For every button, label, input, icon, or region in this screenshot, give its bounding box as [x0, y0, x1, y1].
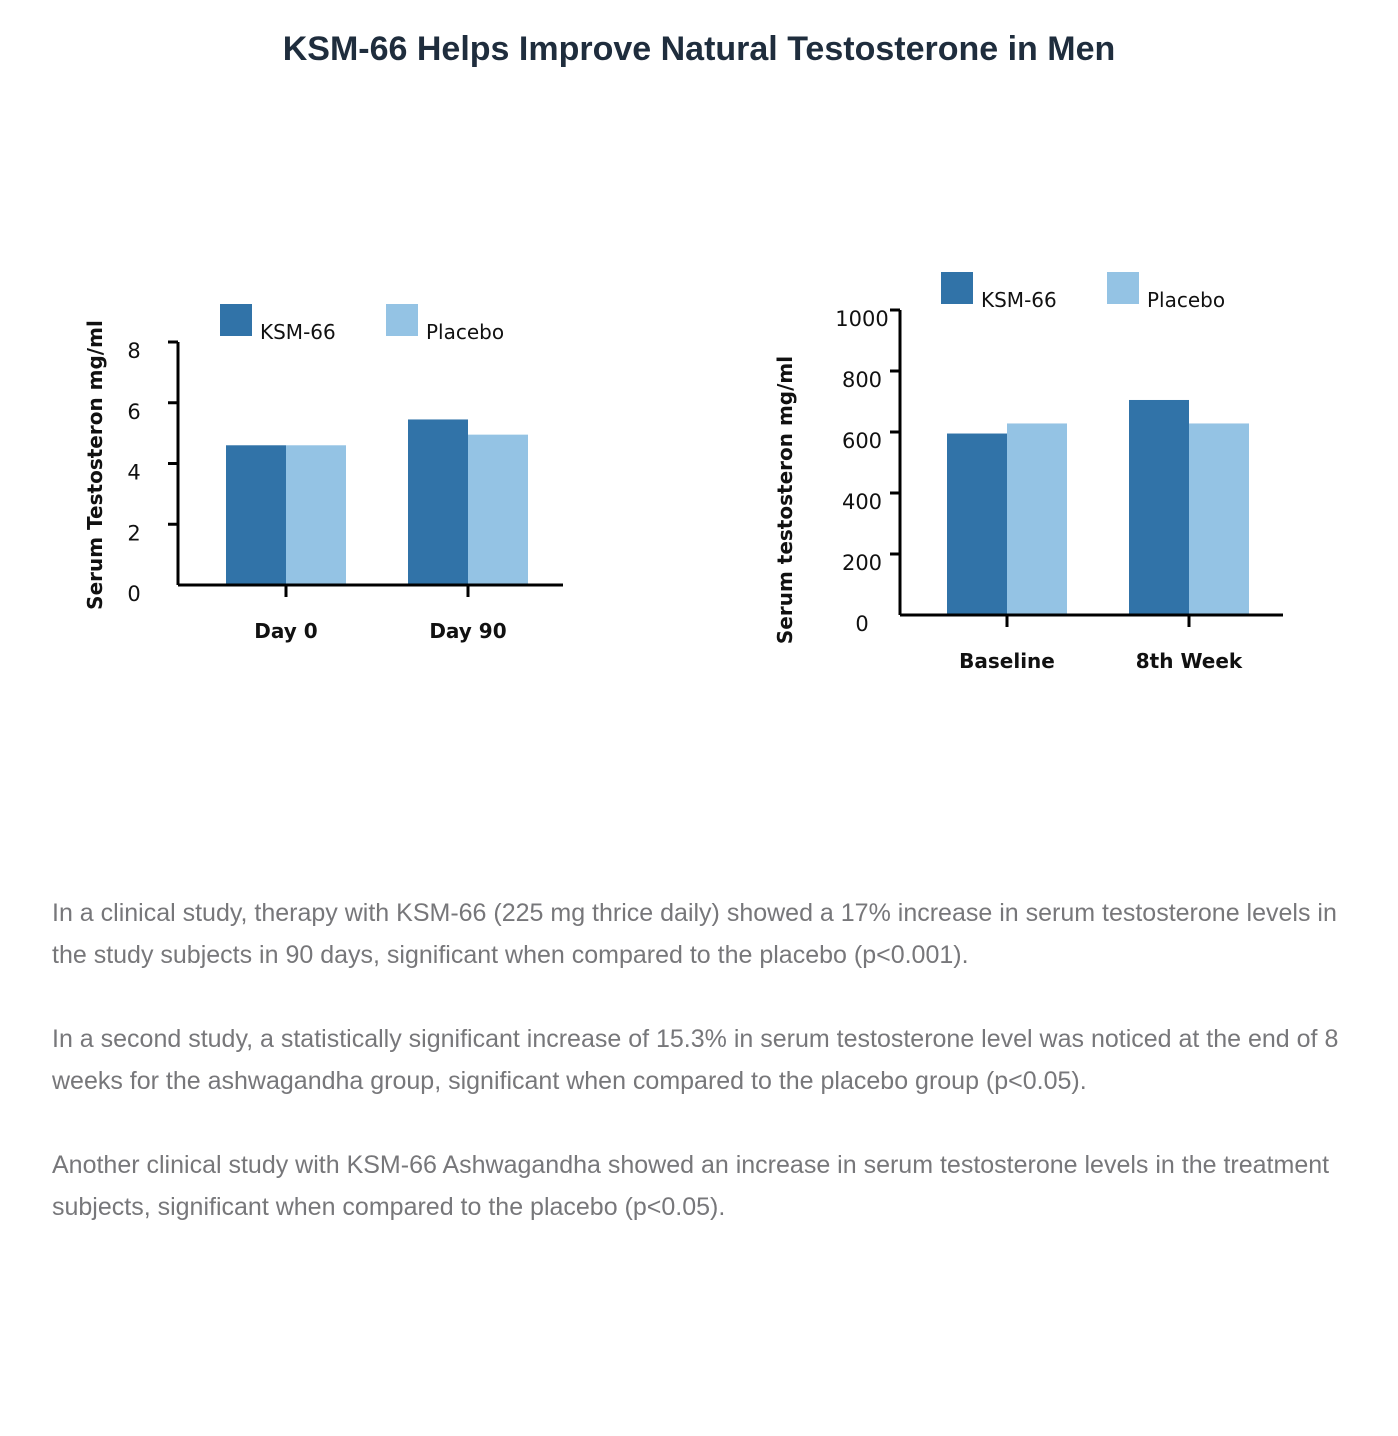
y-tick-label: 600 — [842, 429, 882, 453]
legend-label: Placebo — [426, 320, 504, 344]
chart-day-comparison-svg: 0 2 4 6 8 Day 0 Day 90 Serum Testosteron mg/ml K… — [83, 304, 563, 643]
x-category-label: Day 90 — [429, 619, 506, 643]
y-tick-label: 400 — [842, 490, 882, 514]
legend-swatch — [941, 272, 973, 304]
bar-ksm-66-baseline — [947, 433, 1007, 615]
y-tick-label: 4 — [127, 461, 140, 485]
bar-placebo-day-0 — [286, 445, 346, 585]
y-tick-label: 2 — [127, 521, 140, 545]
x-category-label: Baseline — [959, 649, 1055, 673]
legend-swatch — [1107, 272, 1139, 304]
paragraph-third-study: Another clinical study with KSM-66 Ashwa… — [52, 1151, 1330, 1221]
bar-placebo-day-90 — [468, 434, 528, 585]
paragraph-first-study: In a clinical study, therapy with KSM-66… — [52, 899, 1337, 969]
chart-week-comparison: 0 200 400 600 800 1000 Baseline 8th Week Serum t… — [760, 260, 1300, 680]
paragraph-second-study: In a second study, a statistically signi… — [52, 1025, 1339, 1095]
legend-swatch — [386, 304, 418, 336]
bar-placebo-baseline — [1007, 423, 1067, 615]
study-description: In a clinical study, therapy with KSM-66… — [52, 892, 1352, 1270]
bar-placebo-8th-week — [1189, 423, 1249, 615]
y-axis-label: Serum testosteron mg/ml — [773, 356, 797, 644]
page-title: KSM-66 Helps Improve Natural Testosteron… — [282, 30, 1116, 68]
y-tick-label: 0 — [127, 582, 140, 606]
bar-ksm-66-day-0 — [226, 445, 286, 585]
y-axis-label: Serum Testosteron mg/ml — [83, 320, 107, 610]
bar-ksm-66-8th-week — [1129, 399, 1189, 615]
chart-week-comparison-svg: 0 200 400 600 800 1000 Baseline 8th Week Serum t… — [773, 272, 1283, 673]
x-category-label: Day 0 — [254, 619, 317, 643]
y-tick-label: 0 — [855, 612, 868, 636]
bar-ksm-66-day-90 — [408, 419, 468, 585]
y-tick-label: 8 — [127, 339, 140, 363]
chart-day-comparison: 0 2 4 6 8 Day 0 Day 90 Serum Testosteron mg/ml K… — [60, 290, 580, 660]
x-category-label: 8th Week — [1136, 649, 1243, 673]
y-tick-label: 200 — [842, 551, 882, 575]
legend-label: Placebo — [1147, 288, 1225, 312]
y-tick-label: 800 — [842, 368, 882, 392]
legend-label: KSM-66 — [260, 320, 336, 344]
legend-swatch — [220, 304, 252, 336]
legend-label: KSM-66 — [981, 288, 1057, 312]
y-tick-label: 1000 — [835, 307, 888, 331]
y-tick-label: 6 — [127, 400, 140, 424]
